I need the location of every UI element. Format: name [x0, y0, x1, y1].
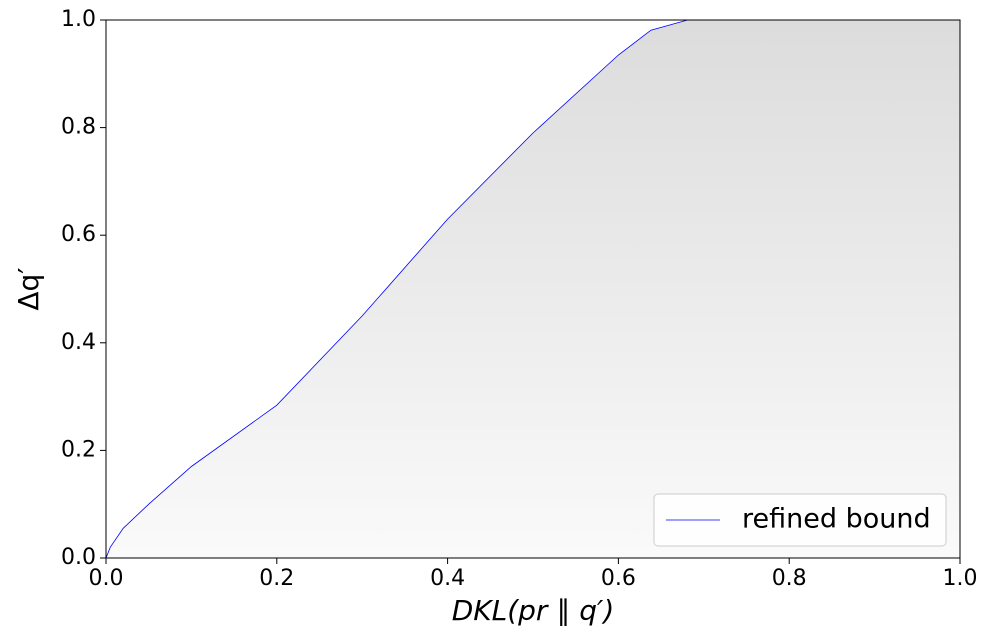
x-tick-label: 0.4 — [430, 566, 465, 591]
x-tick-label: 0.8 — [772, 566, 807, 591]
x-tick-label: 0.0 — [89, 566, 124, 591]
y-axis-label: Δq′ — [12, 267, 45, 310]
line — [105, 19, 960, 559]
x-tick-label: 1.0 — [943, 566, 978, 591]
x-axis-label: DKL(pr ∥ q′) — [452, 594, 615, 627]
legend-label: refined bound — [742, 504, 931, 535]
x-tick-label: 0.6 — [601, 566, 636, 591]
legend-box — [653, 493, 947, 547]
x-tick-label: 0.2 — [259, 566, 294, 591]
plot-frame — [105, 19, 961, 559]
y-tick-label: 1.0 — [61, 7, 96, 32]
legend: refined bound — [653, 493, 947, 547]
y-tick-label: 0.4 — [61, 330, 96, 355]
y-tick-label: 0.6 — [61, 222, 96, 247]
y-tick-label: 0.0 — [61, 545, 96, 570]
sample-region — [106, 20, 960, 558]
y-tick-label: 0.8 — [61, 115, 96, 140]
y-tick-label: 0.2 — [61, 437, 96, 462]
